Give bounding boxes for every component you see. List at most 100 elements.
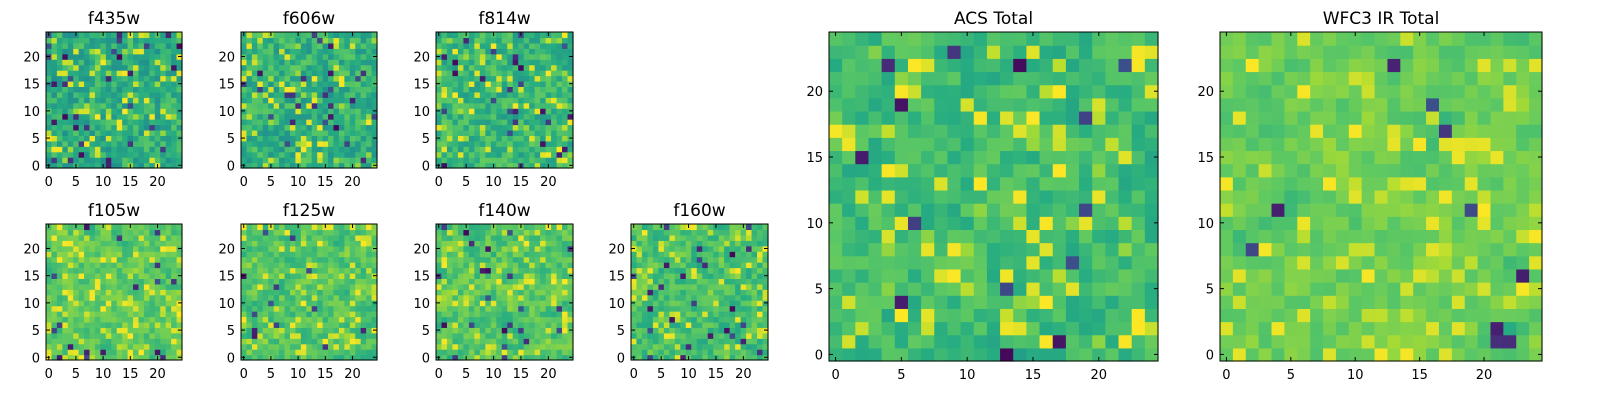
heatmap-cell	[507, 322, 513, 328]
heatmap-cell	[106, 86, 112, 92]
heatmap-cell	[306, 349, 312, 355]
heatmap-cell	[458, 146, 464, 152]
heatmap-cell	[485, 311, 491, 317]
heatmap-cell	[664, 268, 670, 274]
heatmap-cell	[474, 235, 480, 241]
heatmap-cell	[117, 146, 123, 152]
heatmap-cell	[241, 257, 247, 263]
heatmap-cell	[507, 114, 513, 120]
heatmap-cell	[290, 322, 296, 328]
heatmap-cell	[631, 240, 637, 246]
heatmap-cell	[1040, 282, 1054, 296]
heatmap-cells	[46, 32, 183, 169]
heatmap-cell	[46, 141, 52, 147]
heatmap-cell	[95, 103, 101, 109]
heatmap-cell	[546, 103, 552, 109]
heatmap-cell	[540, 119, 546, 125]
heatmap-cell	[735, 284, 741, 290]
heatmap-cell	[166, 92, 172, 98]
heatmap-cell	[350, 97, 356, 103]
heatmap-cell	[675, 224, 681, 230]
heatmap-cell	[463, 284, 469, 290]
heatmap-cell	[155, 86, 161, 92]
heatmap-cell	[675, 322, 681, 328]
heatmap-cell	[317, 344, 323, 350]
heatmap-cell	[1132, 164, 1146, 178]
heatmap-cell	[436, 76, 442, 82]
heatmap-cell	[268, 135, 274, 141]
heatmap-cell	[171, 32, 177, 38]
heatmap-cell	[111, 157, 117, 163]
heatmap-cell	[540, 300, 546, 306]
heatmap-cell	[46, 65, 52, 71]
heatmap-cell	[480, 316, 486, 322]
heatmap-cell	[480, 273, 486, 279]
heatmap-cell	[62, 48, 68, 54]
heatmap-cell	[752, 257, 758, 263]
heatmap-cell	[463, 262, 469, 268]
heatmap-cell	[1040, 256, 1054, 270]
heatmap-cell	[100, 316, 106, 322]
heatmap-cell	[306, 70, 312, 76]
heatmap-cell	[122, 338, 128, 344]
heatmap-cell	[263, 119, 269, 125]
heatmap-cell	[285, 114, 291, 120]
heatmap-cell	[746, 327, 752, 333]
heatmap-cell	[138, 278, 144, 284]
heatmap-cell	[653, 246, 659, 252]
heatmap-cell	[122, 246, 128, 252]
heatmap-cell	[149, 316, 155, 322]
heatmap-cell	[263, 130, 269, 136]
heatmap-cell	[485, 262, 491, 268]
heatmap-cell	[323, 86, 329, 92]
heatmap-cell	[84, 54, 90, 60]
heatmap-cell	[485, 306, 491, 312]
heatmap-cell	[882, 295, 896, 309]
heatmap-cell	[713, 289, 719, 295]
heatmap-cell	[138, 273, 144, 279]
heatmap-cell	[529, 229, 535, 235]
heatmap-cell	[1053, 335, 1067, 349]
heatmap-cell	[90, 130, 96, 136]
heatmap-cell	[57, 333, 63, 339]
heatmap-cell	[144, 284, 150, 290]
heatmap-cell	[90, 54, 96, 60]
heatmap-cell	[724, 344, 730, 350]
heatmap-cell	[730, 316, 736, 322]
heatmap-cell	[730, 235, 736, 241]
heatmap-cell	[361, 48, 367, 54]
heatmap-cell	[452, 108, 458, 114]
heatmap-cell	[474, 157, 480, 163]
heatmap-cell	[100, 306, 106, 312]
heatmap-cell	[257, 70, 263, 76]
heatmap-cell	[274, 284, 280, 290]
heatmap-cell	[658, 327, 664, 333]
heatmap-cell	[344, 306, 350, 312]
heatmap-cell	[934, 322, 948, 336]
heatmap-cell	[724, 224, 730, 230]
heatmap-cell	[160, 59, 166, 65]
heatmap-cell	[1000, 256, 1014, 270]
heatmap-cell	[290, 97, 296, 103]
heatmap-cell	[268, 322, 274, 328]
heatmap-cell	[502, 103, 508, 109]
heatmap-cell	[529, 278, 535, 284]
heatmap-cell	[73, 92, 79, 98]
heatmap-cell	[691, 268, 697, 274]
heatmap-cell	[144, 157, 150, 163]
heatmap-cell	[735, 327, 741, 333]
heatmap-cell	[46, 268, 52, 274]
heatmap-cell	[882, 203, 896, 217]
heatmap-cell	[285, 344, 291, 350]
heatmap-cell	[366, 316, 372, 322]
heatmap-cell	[323, 119, 329, 125]
heatmap-cell	[524, 284, 530, 290]
heatmap-cell	[664, 289, 670, 295]
heatmap-cell	[301, 119, 307, 125]
heatmap-cell	[502, 338, 508, 344]
heatmap-cell	[502, 152, 508, 158]
heatmap-cell	[463, 114, 469, 120]
heatmap-cell	[1079, 229, 1093, 243]
heatmap-cell	[653, 284, 659, 290]
heatmap-cell	[317, 114, 323, 120]
